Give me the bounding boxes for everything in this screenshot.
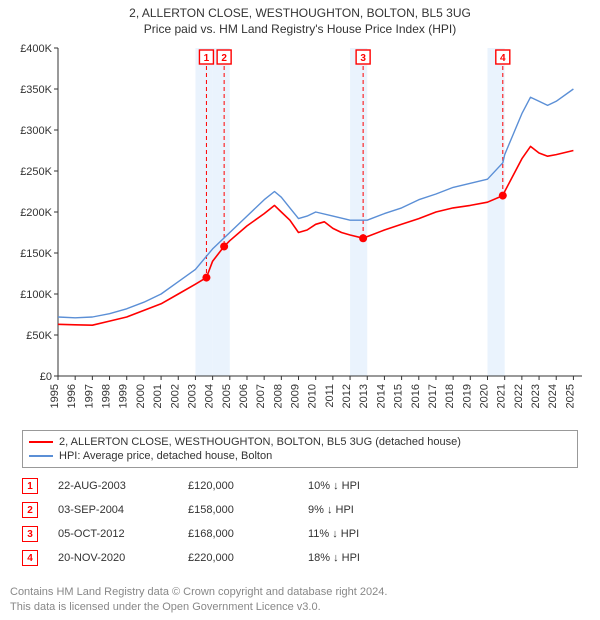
svg-text:2002: 2002 (169, 384, 181, 408)
transaction-row: 4 20-NOV-2020£220,00018% ↓ HPI (22, 546, 578, 570)
transaction-row: 2 03-SEP-2004£158,0009% ↓ HPI (22, 498, 578, 522)
svg-text:2019: 2019 (461, 384, 473, 408)
svg-text:2018: 2018 (444, 384, 456, 408)
svg-text:2006: 2006 (238, 384, 250, 408)
transaction-price: £120,000 (188, 480, 308, 492)
svg-text:£150K: £150K (20, 248, 52, 260)
transaction-diff: 11% ↓ HPI (308, 528, 428, 540)
transaction-date: 22-AUG-2003 (58, 480, 188, 492)
svg-text:1: 1 (204, 53, 210, 64)
title-line-1: 2, ALLERTON CLOSE, WESTHOUGHTON, BOLTON,… (10, 6, 590, 20)
svg-text:£400K: £400K (20, 43, 52, 55)
transaction-price: £220,000 (188, 552, 308, 564)
svg-text:£0: £0 (40, 371, 52, 383)
svg-text:2012: 2012 (341, 384, 353, 408)
svg-text:1995: 1995 (49, 384, 61, 408)
transaction-diff: 18% ↓ HPI (308, 552, 428, 564)
svg-text:2011: 2011 (324, 384, 336, 408)
svg-text:2000: 2000 (135, 384, 147, 408)
transaction-diff: 9% ↓ HPI (308, 504, 428, 516)
legend-item-hpi: HPI: Average price, detached house, Bolt… (29, 449, 571, 463)
transaction-badge: 3 (22, 526, 38, 542)
svg-text:2024: 2024 (547, 384, 559, 408)
svg-text:2020: 2020 (479, 384, 491, 408)
legend: 2, ALLERTON CLOSE, WESTHOUGHTON, BOLTON,… (22, 430, 578, 468)
svg-text:2001: 2001 (152, 384, 164, 408)
svg-text:4: 4 (500, 53, 506, 64)
svg-text:2023: 2023 (530, 384, 542, 408)
svg-text:2025: 2025 (564, 384, 576, 408)
transactions-table: 1 22-AUG-2003£120,00010% ↓ HPI 2 03-SEP-200… (22, 474, 578, 570)
transaction-badge: 4 (22, 550, 38, 566)
svg-text:£350K: £350K (20, 84, 52, 96)
svg-text:2008: 2008 (272, 384, 284, 408)
svg-text:3: 3 (360, 53, 366, 64)
legend-item-property: 2, ALLERTON CLOSE, WESTHOUGHTON, BOLTON,… (29, 435, 571, 449)
svg-text:£200K: £200K (20, 207, 52, 219)
transaction-date: 05-OCT-2012 (58, 528, 188, 540)
svg-text:£100K: £100K (20, 289, 52, 301)
svg-text:1997: 1997 (83, 384, 95, 408)
svg-text:2004: 2004 (204, 384, 216, 408)
svg-text:2009: 2009 (290, 384, 302, 408)
chart-container: 2, ALLERTON CLOSE, WESTHOUGHTON, BOLTON,… (0, 0, 600, 620)
footer-line-2: This data is licensed under the Open Gov… (10, 600, 590, 614)
legend-label-hpi: HPI: Average price, detached house, Bolt… (59, 450, 272, 462)
transaction-date: 03-SEP-2004 (58, 504, 188, 516)
transaction-row: 1 22-AUG-2003£120,00010% ↓ HPI (22, 474, 578, 498)
svg-text:£300K: £300K (20, 125, 52, 137)
chart-area: £0 £50K £100K £150K £200K £250K £300K £350K £400… (10, 42, 590, 424)
svg-text:2016: 2016 (410, 384, 422, 408)
svg-text:2022: 2022 (513, 384, 525, 408)
legend-swatch-property (29, 441, 53, 443)
svg-text:2010: 2010 (307, 384, 319, 408)
svg-text:2021: 2021 (496, 384, 508, 408)
transaction-price: £158,000 (188, 504, 308, 516)
footer: Contains HM Land Registry data © Crown c… (10, 585, 590, 614)
svg-text:2003: 2003 (186, 384, 198, 408)
svg-text:2007: 2007 (255, 384, 267, 408)
transaction-diff: 10% ↓ HPI (308, 480, 428, 492)
title-line-2: Price paid vs. HM Land Registry's House … (10, 22, 590, 36)
svg-text:2013: 2013 (358, 384, 370, 408)
svg-text:1996: 1996 (66, 384, 78, 408)
transaction-row: 3 05-OCT-2012£168,00011% ↓ HPI (22, 522, 578, 546)
legend-swatch-hpi (29, 455, 53, 457)
transaction-badge: 1 (22, 478, 38, 494)
svg-text:2: 2 (221, 53, 227, 64)
line-chart-svg: £0 £50K £100K £150K £200K £250K £300K £350K £400… (10, 42, 590, 424)
svg-text:2015: 2015 (393, 384, 405, 408)
transaction-date: 20-NOV-2020 (58, 552, 188, 564)
svg-text:1998: 1998 (101, 384, 113, 408)
svg-text:2014: 2014 (375, 384, 387, 408)
svg-text:2005: 2005 (221, 384, 233, 408)
transaction-badge: 2 (22, 502, 38, 518)
title-block: 2, ALLERTON CLOSE, WESTHOUGHTON, BOLTON,… (0, 0, 600, 38)
legend-label-property: 2, ALLERTON CLOSE, WESTHOUGHTON, BOLTON,… (59, 436, 461, 448)
transaction-price: £168,000 (188, 528, 308, 540)
svg-text:£250K: £250K (20, 166, 52, 178)
footer-line-1: Contains HM Land Registry data © Crown c… (10, 585, 590, 599)
svg-text:1999: 1999 (118, 384, 130, 408)
svg-text:£50K: £50K (26, 330, 52, 342)
svg-text:2017: 2017 (427, 384, 439, 408)
